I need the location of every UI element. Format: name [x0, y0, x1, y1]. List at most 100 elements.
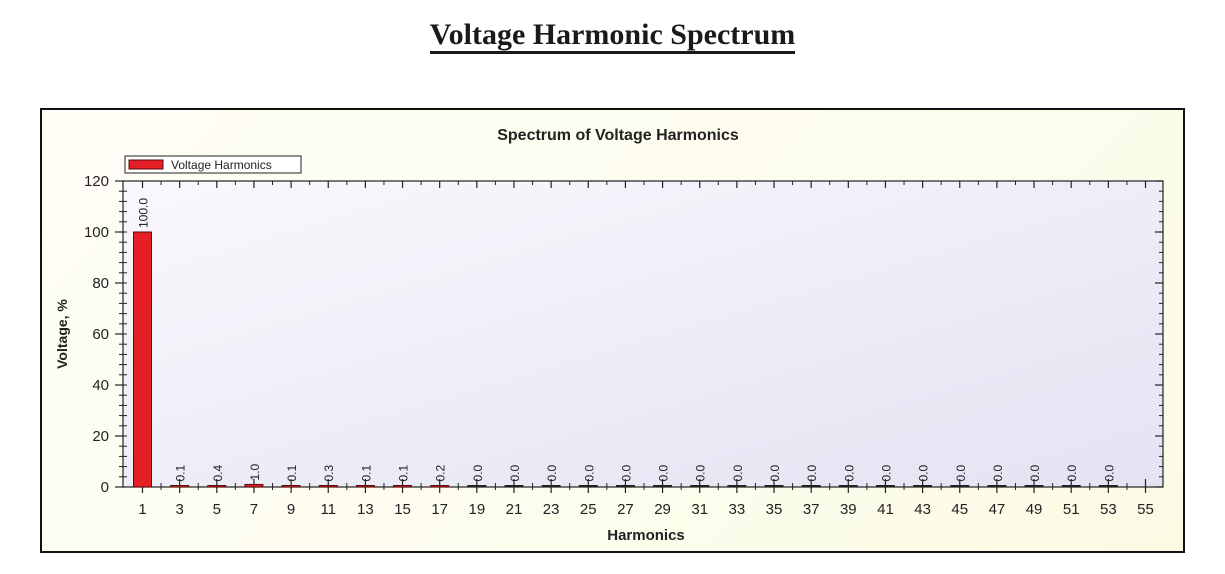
y-axis: 0 20 40 60 80 100 120 — [84, 173, 1163, 496]
bar — [615, 485, 635, 488]
bar — [170, 485, 190, 488]
bar — [653, 485, 673, 488]
x-tick-label: 5 — [213, 501, 221, 518]
bar — [133, 231, 152, 488]
x-tick-label: 49 — [1026, 501, 1043, 518]
bar-value-label: 0.3 — [322, 464, 336, 481]
x-tick-label: 1 — [138, 501, 146, 518]
bar-value-label: 0.4 — [211, 464, 225, 481]
bar-value-label: 0.0 — [879, 464, 893, 481]
x-tick-label: 37 — [803, 501, 820, 518]
legend: Voltage Harmonics — [124, 155, 302, 174]
bar — [281, 485, 301, 488]
bar — [690, 485, 710, 488]
x-tick-label: 43 — [914, 501, 931, 518]
bar — [913, 485, 933, 488]
bar — [467, 485, 487, 488]
bar-value-label: 0.1 — [285, 464, 299, 481]
harmonic-bar-chart: Spectrum of Voltage Harmonics Voltage Ha… — [54, 127, 1164, 544]
bar-value-label: 0.1 — [359, 464, 373, 481]
y-tick-label: 80 — [92, 275, 109, 292]
bar — [541, 485, 561, 488]
bars: 100.0 0.1 0.4 1.0 0.1 0.3 0.1 0.1 0.2 0.0 0.0 0.0 0.… — [133, 198, 1118, 488]
y-axis-label: Voltage, % — [54, 299, 70, 369]
bar-value-label: 0.0 — [545, 464, 559, 481]
bar-value-label: 0.0 — [582, 464, 596, 481]
x-tick-label: 19 — [468, 501, 485, 518]
x-tick-label: 39 — [840, 501, 857, 518]
bar — [318, 485, 338, 488]
bar-value-label: 0.0 — [768, 464, 782, 481]
x-tick-label: 25 — [580, 501, 597, 518]
x-tick-label: 17 — [431, 501, 448, 518]
plot-area — [122, 180, 1164, 488]
bar — [578, 485, 598, 488]
bar — [355, 485, 375, 488]
bar — [430, 485, 450, 488]
page-title-text: Voltage Harmonic Spectrum — [429, 18, 796, 54]
chart-panel: Spectrum of Voltage Harmonics Voltage Ha… — [40, 108, 1185, 553]
bar — [207, 485, 227, 488]
bar-value-label: 0.0 — [917, 464, 931, 481]
x-tick-label: 13 — [357, 501, 374, 518]
y-tick-label: 120 — [84, 173, 109, 190]
x-tick-label: 31 — [691, 501, 708, 518]
bar-value-label: 0.2 — [434, 464, 448, 481]
bar-value-label: 0.0 — [842, 464, 856, 481]
bar — [393, 485, 413, 488]
x-tick-label: 53 — [1100, 501, 1117, 518]
bar-value-label: 0.0 — [508, 464, 522, 481]
x-tick-label: 45 — [951, 501, 968, 518]
bar — [838, 485, 858, 488]
bar — [1024, 485, 1044, 488]
bar — [987, 485, 1007, 488]
chart-title: Spectrum of Voltage Harmonics — [497, 127, 739, 144]
legend-label: Voltage Harmonics — [171, 158, 272, 172]
x-tick-label: 15 — [394, 501, 411, 518]
x-tick-label: 7 — [250, 501, 258, 518]
bar — [504, 485, 524, 488]
x-axis-label: Harmonics — [607, 527, 685, 544]
bar-value-label: 0.0 — [954, 464, 968, 481]
bar — [801, 485, 821, 488]
y-tick-label: 60 — [92, 326, 109, 343]
bar — [1061, 485, 1081, 488]
bar — [1098, 485, 1118, 488]
bar-value-label: 0.0 — [471, 464, 485, 481]
x-tick-label: 29 — [654, 501, 671, 518]
y-tick-label: 20 — [92, 428, 109, 445]
bar-value-label: 0.0 — [1065, 464, 1079, 481]
bar — [764, 485, 784, 488]
bar-value-label: 0.0 — [805, 464, 819, 481]
x-tick-label: 3 — [175, 501, 183, 518]
bar-value-label: 1.0 — [248, 463, 262, 480]
y-tick-label: 0 — [101, 479, 109, 496]
x-tick-label: 27 — [617, 501, 634, 518]
x-tick-label: 55 — [1137, 501, 1154, 518]
x-tick-label: 23 — [543, 501, 560, 518]
bar-value-label: 0.0 — [657, 464, 671, 481]
bar-value-label: 0.0 — [991, 464, 1005, 481]
bar-value-label: 0.0 — [694, 464, 708, 481]
bar-value-label: 0.1 — [174, 464, 188, 481]
x-tick-label: 11 — [320, 501, 336, 518]
bar — [875, 485, 895, 488]
x-tick-label: 47 — [989, 501, 1006, 518]
bar — [950, 485, 970, 488]
bar — [727, 485, 747, 488]
y-tick-label: 100 — [84, 224, 109, 241]
page-title: Voltage Harmonic Spectrum — [0, 18, 1225, 54]
x-axis: 1 3 5 7 9 11 13 15 17 19 21 23 25 27 29 31 33 35 37 39 41 43 4… — [138, 181, 1154, 518]
legend-swatch — [128, 159, 164, 170]
bar-value-label: 0.0 — [619, 464, 633, 481]
bar — [244, 483, 264, 488]
bar-value-label: 0.0 — [1028, 464, 1042, 481]
bar-value-label: 0.0 — [1102, 464, 1116, 481]
x-tick-label: 9 — [287, 501, 295, 518]
bar-value-label: 100.0 — [137, 198, 151, 228]
y-tick-label: 40 — [92, 377, 109, 394]
x-tick-label: 35 — [766, 501, 783, 518]
bar-value-label: 0.0 — [731, 464, 745, 481]
bar-value-label: 0.1 — [397, 464, 411, 481]
x-tick-label: 21 — [506, 501, 523, 518]
